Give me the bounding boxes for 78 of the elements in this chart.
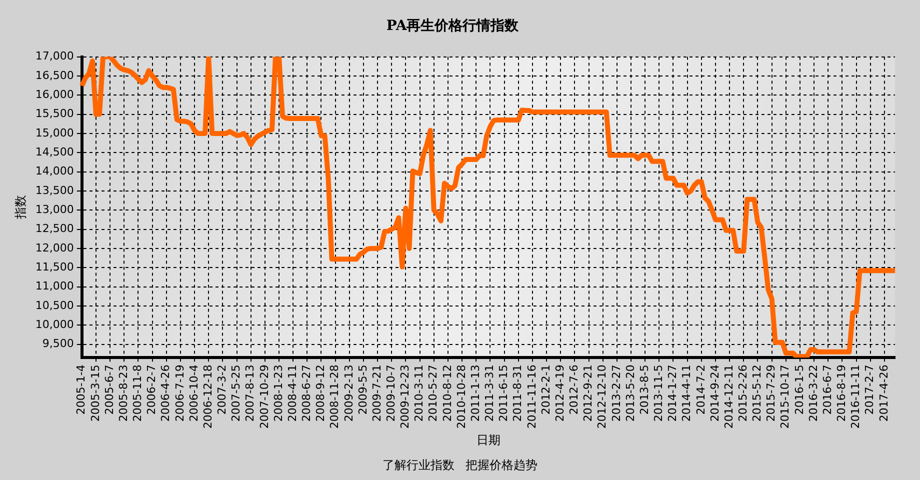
x-tick-label: 2013-2-27 <box>610 364 623 422</box>
y-tick-label: 9,500 <box>42 337 74 350</box>
x-tick-label: 2012-4-19 <box>553 364 566 422</box>
y-tick-label: 11,000 <box>35 280 74 293</box>
x-tick-label: 2008-11-28 <box>328 364 342 429</box>
x-tick-label: 2008-4-11 <box>286 364 299 422</box>
chart-title: PA再生价格行情指数 <box>386 18 520 34</box>
x-tick-label: 2009-5-5 <box>356 364 370 415</box>
x-tick-label: 2013-11-5 <box>652 364 666 422</box>
x-tick-label: 2010-8-12 <box>440 364 454 422</box>
x-tick-label: 2012-12-10 <box>596 364 609 429</box>
x-tick-label: 2009-7-21 <box>370 364 384 422</box>
y-tick-label: 15,500 <box>35 107 74 120</box>
x-tick-label: 2011-11-16 <box>525 364 538 429</box>
x-tick-label: 2014-4-11 <box>680 364 694 422</box>
x-tick-label: 2016-6-7 <box>820 364 834 415</box>
x-tick-label: 2012-7-6 <box>568 364 581 415</box>
x-tick-label: 2015-2-26 <box>736 364 750 422</box>
x-tick-label: 2005-6-7 <box>102 364 116 415</box>
x-tick-label: 2010-3-11 <box>412 364 426 422</box>
x-tick-label: 2016-3-22 <box>806 364 820 422</box>
x-tick-label: 2012-9-21 <box>582 364 595 422</box>
x-tick-label: 2008-1-23 <box>272 364 285 422</box>
x-tick-label: 2014-1-27 <box>666 364 680 422</box>
y-tick-label: 16,500 <box>35 68 74 82</box>
y-tick-label: 12,500 <box>35 222 74 236</box>
x-tick-label: 2007-8-13 <box>244 364 257 422</box>
x-tick-label: 2015-7-29 <box>764 364 778 422</box>
y-tick-label: 10,500 <box>35 298 74 312</box>
x-tick-label: 2009-12-23 <box>398 364 412 429</box>
x-tick-label: 2011-6-15 <box>497 364 510 422</box>
x-tick-label: 2010-5-27 <box>426 364 440 422</box>
y-tick-label: 12,000 <box>35 241 74 254</box>
y-tick-label: 16,000 <box>35 88 74 101</box>
x-tick-label: 2007-10-29 <box>258 364 271 429</box>
x-tick-label: 2010-10-28 <box>454 364 468 429</box>
x-tick-label: 2016-1-5 <box>792 364 806 415</box>
x-tick-label: 2016-11-11 <box>849 364 862 429</box>
y-tick-label: 13,500 <box>35 184 74 197</box>
x-tick-label: 2005-1-4 <box>74 364 88 415</box>
x-tick-label: 2015-10-17 <box>778 364 792 429</box>
y-tick-label: 17,000 <box>35 50 74 63</box>
text: 了解行业指数 把握价格趋势 <box>382 458 538 472</box>
x-tick-label: 2008-6-27 <box>300 364 314 422</box>
x-tick-label: 2013-5-20 <box>624 364 637 422</box>
y-tick-label: 14,500 <box>35 145 74 158</box>
x-tick-label: 2015-5-12 <box>750 364 764 422</box>
x-tick-label: 2006-7-19 <box>173 364 186 422</box>
y-tick-label: 14,000 <box>35 164 74 178</box>
y-tick-label: 10,000 <box>35 318 74 331</box>
x-tick-label: 2008-9-12 <box>314 364 328 422</box>
x-tick-label: 2007-3-2 <box>216 364 229 415</box>
x-tick-label: 2009-2-13 <box>342 364 356 422</box>
x-tick-label: 2005-11-8 <box>131 364 144 422</box>
x-tick-label: 2012-2-1 <box>539 364 552 415</box>
x-axis-title: 日期 <box>476 432 500 447</box>
x-tick-label: 2016-8-19 <box>835 364 848 422</box>
x-tick-label: 2006-10-4 <box>187 364 200 422</box>
y-tick-label: 15,000 <box>35 126 74 140</box>
x-tick-label: 2013-8-5 <box>638 364 651 415</box>
x-tick-label: 2006-2-7 <box>145 364 158 415</box>
x-tick-label: 2014-7-2 <box>694 364 708 415</box>
x-tick-label: 2009-10-7 <box>384 364 398 422</box>
x-tick-label: 2011-8-31 <box>511 364 524 422</box>
x-tick-label: 2006-12-18 <box>201 364 214 429</box>
y-tick-label: 11,500 <box>35 260 74 274</box>
y-axis-title: 指数 <box>13 195 28 220</box>
x-tick-label: 2011-1-13 <box>468 364 482 422</box>
x-tick-label: 2017-2-7 <box>863 364 876 415</box>
x-tick-label: 2017-4-26 <box>877 364 890 422</box>
y-tick-label: 13,000 <box>35 202 74 216</box>
x-tick-label: 2005-8-23 <box>116 364 130 422</box>
x-tick-label: 2005-3-15 <box>88 364 102 422</box>
x-tick-label: 2011-3-31 <box>483 364 496 422</box>
x-tick-label: 2014-12-11 <box>722 364 736 429</box>
x-tick-label: 2014-9-24 <box>708 364 722 422</box>
x-tick-label: 2007-5-25 <box>230 364 243 422</box>
x-tick-label: 2006-4-26 <box>159 364 172 422</box>
